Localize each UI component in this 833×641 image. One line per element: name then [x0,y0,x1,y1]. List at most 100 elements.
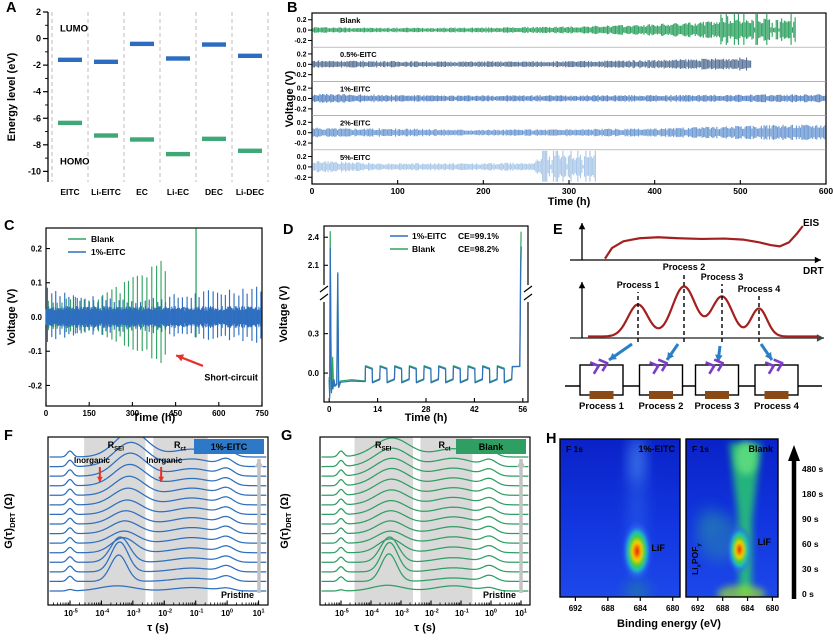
svg-text:680: 680 [766,604,780,613]
svg-text:10-2: 10-2 [425,609,439,619]
svg-text:100: 100 [221,609,233,619]
svg-text:1%-EITC: 1%-EITC [91,247,125,257]
svg-text:Blank: Blank [91,234,114,244]
drt-waterfall-eitc: 10-5 10-4 10-3 10-2 10-1 100 101 1%-EITC RSEI Rct… [47,436,269,619]
svg-text:1%-EITC: 1%-EITC [638,444,675,454]
x-axis-label-h: Binding energy (eV) [617,618,721,630]
svg-text:Process 1: Process 1 [579,401,625,412]
svg-text:101: 101 [515,609,527,619]
svg-text:Inorganic: Inorganic [74,456,111,465]
x-axis-label-b: Time (h) [547,196,591,208]
svg-text:100: 100 [391,186,405,196]
svg-text:Pristine: Pristine [483,590,516,600]
svg-text:692: 692 [569,604,583,613]
svg-text:400: 400 [648,186,662,196]
svg-text:688: 688 [601,604,615,613]
svg-text:EITC: EITC [60,187,79,197]
svg-text:5%-EITC: 5%-EITC [340,153,371,162]
y-axis-label-a: Energy level (eV) [6,52,18,142]
x-axis-label-g: τ (s) [414,622,436,634]
svg-text:2.1: 2.1 [308,261,320,270]
svg-text:HOMO: HOMO [60,157,90,168]
svg-text:42: 42 [470,405,479,414]
svg-text:10-5: 10-5 [64,609,78,619]
svg-text:500: 500 [733,186,747,196]
svg-text:300: 300 [126,409,140,418]
svg-text:Rct: Rct [439,440,451,453]
panel-label-d: D [283,222,294,238]
svg-text:0.1: 0.1 [31,279,43,288]
svg-text:10-1: 10-1 [190,609,204,619]
svg-text:-10: -10 [28,166,41,176]
svg-text:EIS: EIS [803,218,819,229]
svg-text:0.2: 0.2 [297,51,307,58]
svg-text:101: 101 [253,609,265,619]
svg-text:0.2: 0.2 [297,86,307,93]
voltage-overlay-chart: 0.2 0.1 0.0 -0.1 -0.2 0 150 300 450 600 750 Blank 1%… [28,227,269,418]
svg-text:-0.2: -0.2 [294,72,306,79]
svg-text:600: 600 [212,409,226,418]
svg-text:0.2: 0.2 [297,120,307,127]
svg-text:-0.2: -0.2 [294,175,306,182]
svg-text:Process 4: Process 4 [738,284,781,294]
svg-text:0.2: 0.2 [31,244,43,253]
svg-text:90 s: 90 s [802,514,819,524]
svg-text:2%-EITC: 2%-EITC [340,119,371,128]
svg-text:10-5: 10-5 [335,609,349,619]
svg-text:150: 150 [83,409,97,418]
panel-c-cycling-overlay: C Voltage (V) Time (h) 0.2 0.1 0.0 -0.1 -0.2… [0,210,270,425]
x-axis-label-f: τ (s) [147,622,169,634]
svg-text:10-1: 10-1 [455,609,469,619]
svg-text:LixPOFy: LixPOFy [690,543,703,575]
svg-text:0.0: 0.0 [297,62,307,69]
svg-text:-6: -6 [33,113,41,123]
svg-text:Li-EC: Li-EC [167,187,189,197]
panel-label-b: B [287,0,298,16]
svg-text:1%-EITC: 1%-EITC [340,84,371,93]
svg-text:-4: -4 [33,87,41,97]
svg-text:0.3: 0.3 [308,329,320,338]
panel-g-drt-blank: G G(τ)DRT (Ω) τ (s) 10-5 10-4 10-3 10-2 10-1… [278,425,540,641]
svg-text:Pristine: Pristine [221,590,254,600]
svg-text:Process 2: Process 2 [663,262,706,272]
svg-text:F 1s: F 1s [566,444,583,454]
svg-text:480 s: 480 s [802,464,824,474]
svg-text:CE=98.2%: CE=98.2% [458,244,499,254]
svg-text:750: 750 [255,409,269,418]
ce-voltage-chart: 0.0 0.3 2.1 2.4 0 14 28 42 56 1%-EITC CE=99.1% Blan… [308,225,533,414]
svg-text:10-2: 10-2 [158,609,172,619]
svg-text:200: 200 [476,186,490,196]
svg-text:Blank: Blank [412,244,435,254]
svg-text:Blank: Blank [479,442,505,452]
svg-text:LUMO: LUMO [60,23,88,34]
svg-text:-8: -8 [33,140,41,150]
svg-text:F 1s: F 1s [692,444,709,454]
svg-text:680: 680 [666,604,680,613]
svg-text:300: 300 [562,186,576,196]
svg-text:-0.1: -0.1 [28,347,42,356]
svg-text:30 s: 30 s [802,564,819,574]
svg-text:DEC: DEC [205,187,223,197]
svg-text:28: 28 [422,405,431,414]
xps-heatmap-chart: F 1s 1%-EITC LiF 692 688 684 680 F 1s Blank LiF 69… [559,438,824,613]
svg-text:DRT: DRT [803,266,824,277]
svg-text:0.0: 0.0 [297,130,307,137]
y-axis-label-c: Voltage (V) [6,288,18,346]
svg-text:CE=99.1%: CE=99.1% [458,231,499,241]
svg-text:Li-DEC: Li-DEC [236,187,264,197]
panel-label-c: C [4,218,15,234]
panel-a-energy-levels: A Energy level (eV) 2 0 -2 -4 -6 -8 -10 EITC Li-… [0,0,278,210]
svg-text:-0.2: -0.2 [294,141,306,148]
svg-text:60 s: 60 s [802,539,819,549]
x-axis-label-d: Time (h) [404,412,448,424]
svg-text:1%-EITC: 1%-EITC [412,231,446,241]
svg-text:LiF: LiF [758,537,772,547]
panel-f-drt-eitc: F G(τ)DRT (Ω) τ (s) 10-5 10-4 10-3 10-2 10-1… [0,425,278,641]
panel-h-xps-heatmaps: H Binding energy (eV) F 1s 1%-EITC LiF 692 6… [540,425,833,641]
svg-text:RSEI: RSEI [375,440,392,453]
svg-text:10-4: 10-4 [365,609,379,619]
y-axis-label-b: Voltage (V) [284,70,296,128]
svg-text:0.2: 0.2 [297,154,307,161]
panel-label-g: G [281,428,293,444]
